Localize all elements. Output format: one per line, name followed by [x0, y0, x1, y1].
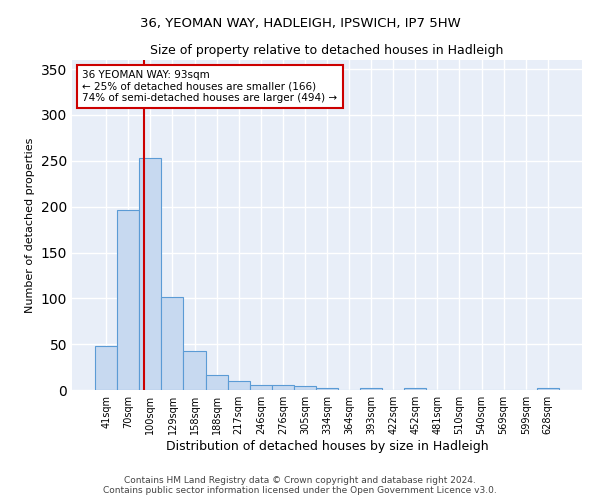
Bar: [316, 388, 338, 390]
Text: 36 YEOMAN WAY: 93sqm
← 25% of detached houses are smaller (166)
74% of semi-deta: 36 YEOMAN WAY: 93sqm ← 25% of detached h…: [82, 70, 337, 103]
Title: Size of property relative to detached houses in Hadleigh: Size of property relative to detached ho…: [151, 44, 503, 58]
Y-axis label: Number of detached properties: Number of detached properties: [25, 138, 35, 312]
X-axis label: Distribution of detached houses by size in Hadleigh: Distribution of detached houses by size …: [166, 440, 488, 453]
Text: Contains HM Land Registry data © Crown copyright and database right 2024.
Contai: Contains HM Land Registry data © Crown c…: [103, 476, 497, 495]
Bar: [184, 350, 206, 390]
Bar: [117, 210, 139, 390]
Bar: [206, 376, 227, 390]
Bar: [95, 346, 117, 390]
Bar: [537, 388, 559, 390]
Bar: [227, 381, 250, 390]
Bar: [250, 386, 272, 390]
Bar: [161, 296, 184, 390]
Bar: [360, 388, 382, 390]
Bar: [139, 158, 161, 390]
Text: 36, YEOMAN WAY, HADLEIGH, IPSWICH, IP7 5HW: 36, YEOMAN WAY, HADLEIGH, IPSWICH, IP7 5…: [140, 18, 460, 30]
Bar: [294, 386, 316, 390]
Bar: [272, 386, 294, 390]
Bar: [404, 388, 427, 390]
